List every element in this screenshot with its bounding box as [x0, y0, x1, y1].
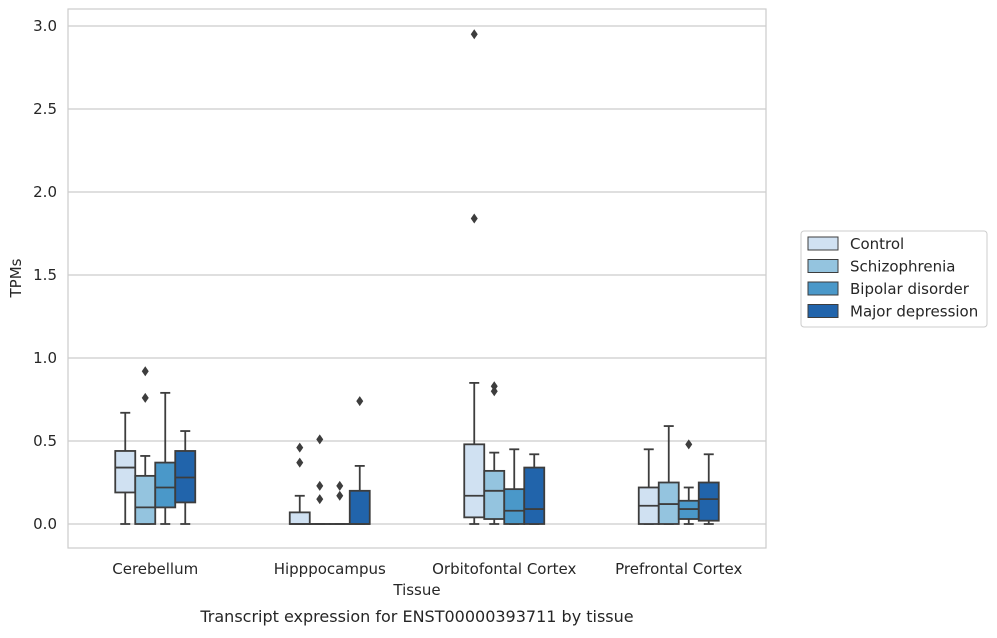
box-body	[504, 489, 524, 524]
y-tick-label: 1.5	[33, 266, 57, 284]
chart-caption: Transcript expression for ENST0000039371…	[199, 607, 633, 626]
legend-swatch	[808, 305, 838, 318]
x-tick-label: Hipppocampus	[274, 560, 386, 578]
legend-swatch	[808, 237, 838, 250]
legend-item-bipolar-disorder: Bipolar disorder	[808, 280, 970, 298]
box-body	[350, 491, 370, 524]
x-tick-label: Prefrontal Cortex	[615, 560, 742, 578]
y-tick-label: 1.0	[33, 349, 57, 367]
box-body	[699, 483, 719, 521]
legend-label: Bipolar disorder	[850, 280, 970, 298]
legend-label: Control	[850, 235, 904, 253]
y-tick-label: 2.5	[33, 100, 57, 118]
box-body	[484, 471, 504, 519]
y-tick-label: 0.0	[33, 515, 57, 533]
x-tick-label: Orbitofontal Cortex	[432, 560, 576, 578]
box-body	[290, 512, 310, 524]
legend-swatch	[808, 282, 838, 295]
legend-item-major-depression: Major depression	[808, 303, 978, 321]
box-body	[464, 444, 484, 517]
box-body	[135, 476, 155, 524]
y-axis-label: TPMs	[7, 258, 25, 298]
box-body	[155, 463, 175, 508]
legend-item-control: Control	[808, 235, 904, 253]
y-tick-label: 0.5	[33, 432, 57, 450]
y-tick-label: 2.0	[33, 183, 57, 201]
legend: Control Schizophrenia Bipolar disorder Majo…	[801, 231, 987, 327]
x-tick-label: Cerebellum	[112, 560, 198, 578]
legend-label: Major depression	[850, 303, 978, 321]
box-body	[115, 451, 135, 493]
legend-item-schizophrenia: Schizophrenia	[808, 258, 955, 276]
box-body	[524, 468, 544, 524]
x-axis-label: Tissue	[392, 581, 440, 599]
legend-swatch	[808, 260, 838, 273]
legend-label: Schizophrenia	[850, 258, 955, 276]
y-tick-label: 3.0	[33, 17, 57, 35]
